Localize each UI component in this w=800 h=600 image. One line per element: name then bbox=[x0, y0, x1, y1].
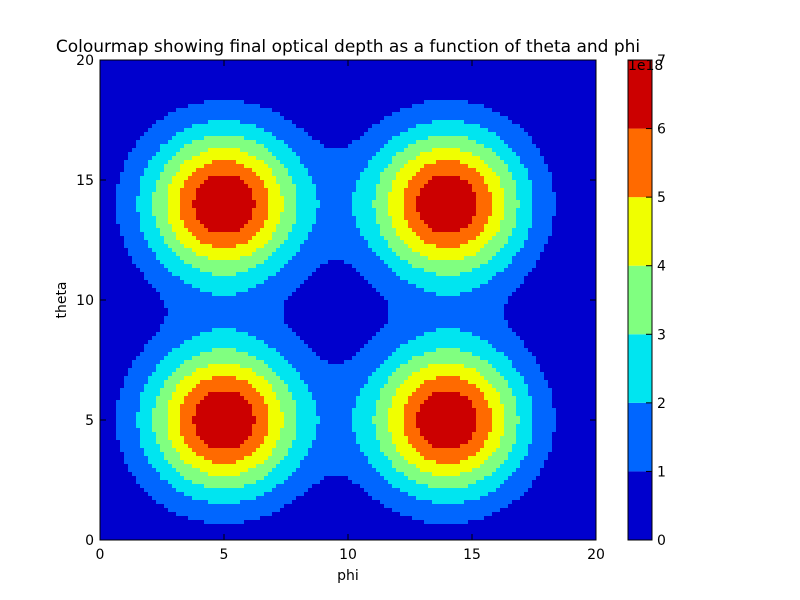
x-tick-label: 15 bbox=[463, 547, 481, 563]
x-tick: 20 bbox=[587, 60, 605, 563]
x-tick: 0 bbox=[96, 60, 105, 563]
colorbar-band bbox=[628, 128, 652, 198]
x-tick-label: 0 bbox=[96, 547, 105, 563]
colorbar-band bbox=[628, 471, 652, 540]
x-axis-label: phi bbox=[337, 568, 359, 584]
colorbar-frame bbox=[627, 59, 653, 541]
x-tick: 5 bbox=[220, 60, 229, 563]
chart-title: Colourmap showing final optical depth as… bbox=[56, 37, 640, 57]
x-tick-label: 5 bbox=[220, 547, 229, 563]
y-tick: 0 bbox=[85, 533, 596, 549]
colorbar-tick-label: 5 bbox=[657, 190, 666, 206]
y-tick: 10 bbox=[76, 293, 596, 309]
y-tick: 20 bbox=[76, 53, 596, 69]
colorbar-band bbox=[628, 265, 652, 335]
colorbar-band bbox=[628, 60, 652, 129]
colorbar-tick-label: 2 bbox=[657, 396, 666, 412]
colorbar-scale-label: 1e18 bbox=[628, 58, 663, 74]
x-axis: 0 5 10 15 20 bbox=[96, 60, 605, 563]
y-tick-label: 20 bbox=[76, 53, 94, 69]
colorbar-tick-label: 6 bbox=[657, 122, 666, 138]
colorbar-tick-label: 4 bbox=[657, 259, 666, 275]
y-tick-label: 0 bbox=[85, 533, 94, 549]
contour-plot-area bbox=[100, 60, 597, 541]
colorbar-band bbox=[628, 334, 652, 403]
colorbar: 0 1 2 3 4 5 6 7 bbox=[627, 53, 666, 549]
y-tick: 5 bbox=[85, 413, 596, 429]
x-tick-label: 20 bbox=[587, 547, 605, 563]
colorbar-tick-label: 1 bbox=[657, 464, 666, 480]
colorbar-tick-label: 3 bbox=[657, 327, 666, 343]
colorbar-band bbox=[628, 402, 652, 472]
x-tick-label: 10 bbox=[339, 547, 357, 563]
colorbar-tick-label: 7 bbox=[657, 53, 666, 69]
colorbar-band bbox=[628, 197, 652, 266]
y-axis: 0 5 10 15 20 bbox=[76, 53, 596, 549]
y-axis-label: theta bbox=[54, 281, 70, 318]
y-tick-label: 15 bbox=[76, 173, 94, 189]
x-tick: 15 bbox=[463, 60, 481, 563]
y-tick-label: 10 bbox=[76, 293, 94, 309]
y-tick-label: 5 bbox=[85, 413, 94, 429]
y-tick: 15 bbox=[76, 173, 596, 189]
x-tick: 10 bbox=[339, 60, 357, 563]
colorbar-tick-label: 0 bbox=[657, 533, 666, 549]
